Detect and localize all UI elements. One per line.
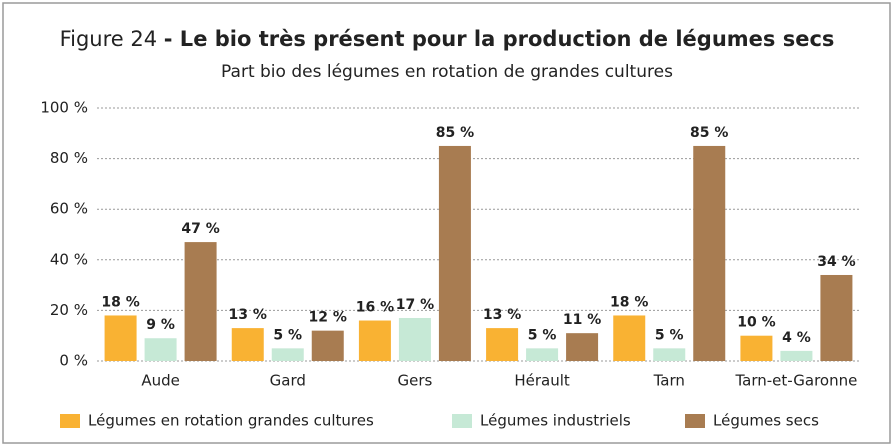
x-tick-label: Gers [397,372,432,390]
x-tick-label: Hérault [514,372,570,390]
title-label: Figure 24 [60,27,158,51]
title-text: - Le bio très présent pour la production… [164,27,835,51]
chart-title: Figure 24 - Le bio très présent pour la … [60,27,835,51]
bar [653,348,686,361]
value-label: 34 % [817,254,855,270]
legend-swatch [685,414,705,428]
bar [566,333,599,361]
value-label: 9 % [146,317,175,333]
value-label: 5 % [655,327,684,343]
y-tick-label: 60 % [50,200,88,218]
value-label: 13 % [483,307,521,323]
value-label: 10 % [737,315,775,331]
x-tick-label: Aude [141,372,180,390]
x-tick-label: Tarn-et-Garonne [734,372,857,390]
legend-label: Légumes secs [713,412,819,430]
x-tick-label: Gard [270,372,306,390]
value-label: 12 % [309,310,347,326]
bar [438,145,471,361]
bar [398,317,431,361]
value-label: 18 % [101,294,139,310]
bar [526,348,559,361]
legend-swatch [452,414,472,428]
bar [780,350,813,361]
value-label: 16 % [356,300,394,316]
value-label: 5 % [528,327,557,343]
value-label: 11 % [563,312,601,328]
bar [104,315,137,361]
value-label: 13 % [229,307,267,323]
bar [613,315,646,361]
bar [311,330,344,361]
bar [271,348,304,361]
bar [358,320,391,361]
bar [740,335,773,361]
bar [486,328,519,361]
x-tick-label: Tarn [653,372,685,390]
y-tick-label: 40 % [50,250,88,268]
bar [184,242,217,361]
value-label: 17 % [396,297,434,313]
bar [820,274,853,361]
y-tick-label: 0 % [59,352,88,370]
legend-swatch [60,414,80,428]
y-tick-label: 20 % [50,301,88,319]
value-label: 47 % [181,221,219,237]
y-tick-label: 100 % [40,99,88,117]
bar [144,338,177,361]
value-label: 18 % [610,294,648,310]
value-label: 85 % [436,125,474,141]
legend-label: Légumes industriels [480,412,631,430]
value-label: 4 % [782,330,811,346]
chart-subtitle: Part bio des légumes en rotation de gran… [221,62,673,82]
legend-label: Légumes en rotation grandes cultures [88,412,374,430]
bar [693,145,726,361]
bar [231,328,264,361]
value-label: 85 % [690,125,728,141]
value-label: 5 % [273,327,302,343]
y-tick-label: 80 % [50,149,88,167]
